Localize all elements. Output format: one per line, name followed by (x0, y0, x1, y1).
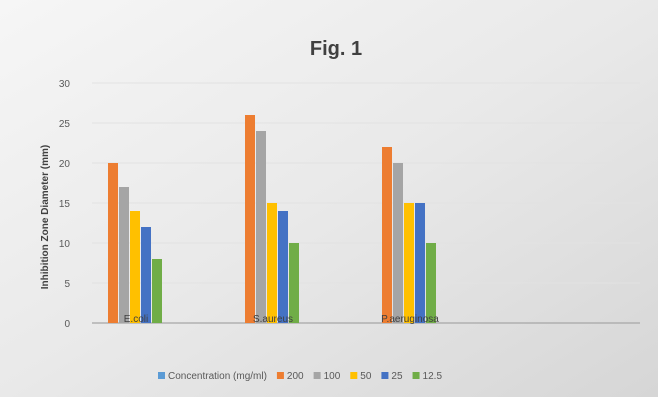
bar (119, 187, 129, 323)
bar (289, 243, 299, 323)
bar (108, 163, 118, 323)
y-tick-label: 30 (59, 79, 71, 90)
bar (141, 227, 151, 323)
chart-title: Fig. 1 (310, 38, 362, 60)
bar (152, 259, 162, 323)
legend-label: 12.5 (423, 371, 443, 382)
x-tick-label: E.coli (124, 314, 148, 325)
bar (245, 115, 255, 323)
y-tick-label: 25 (59, 119, 71, 130)
y-tick-label: 15 (59, 199, 71, 210)
bar (393, 163, 403, 323)
y-tick-label: 10 (59, 239, 71, 250)
legend-swatch (313, 372, 321, 379)
bar (426, 243, 436, 323)
bar (256, 131, 266, 323)
legend-label: 25 (391, 371, 403, 382)
legend-label: Concentration (mg/ml) (168, 371, 267, 382)
bar (382, 147, 392, 323)
y-tick-label: 5 (64, 279, 70, 290)
legend-swatch (350, 372, 358, 379)
legend-swatch (381, 372, 389, 379)
bar (267, 203, 277, 323)
y-tick-label: 20 (59, 159, 71, 170)
legend-swatch (276, 372, 284, 379)
x-tick-label: S.aureus (253, 314, 293, 325)
y-axis-label: Inhibition Zone Diameter (mm) (40, 145, 51, 289)
legend-label: 100 (324, 371, 341, 382)
legend-label: 50 (360, 371, 372, 382)
bar (278, 211, 288, 323)
y-tick-label: 0 (64, 319, 70, 330)
bar (130, 211, 140, 323)
legend-swatch (158, 372, 165, 379)
x-tick-label: P.aeruginosa (381, 314, 439, 325)
bar (404, 203, 414, 323)
legend-label: 200 (287, 371, 304, 382)
bar (415, 203, 425, 323)
legend-swatch (412, 372, 420, 379)
